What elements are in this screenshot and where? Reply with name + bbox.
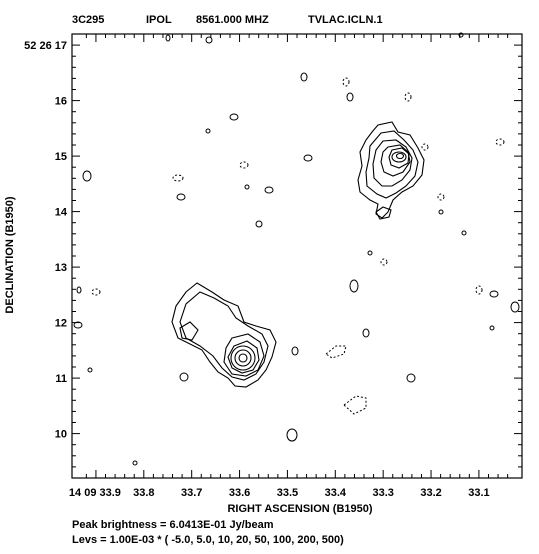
noise-blob xyxy=(229,113,239,121)
noise-blob xyxy=(489,290,499,298)
ne-lobe-contour-500 xyxy=(395,152,405,160)
noise-blob xyxy=(205,36,213,44)
noise-blob xyxy=(300,72,308,82)
y-tick-label: 16 xyxy=(55,96,67,108)
y-tick-label: 15 xyxy=(55,151,67,163)
x-tick-label: 33.8 xyxy=(133,487,154,499)
x-tick-label: 33.5 xyxy=(277,487,298,499)
noise-blob xyxy=(91,288,101,296)
ne-lobe-contour-20 xyxy=(372,139,413,187)
noise-blob xyxy=(461,230,467,236)
sw-lobe-contour-50 xyxy=(227,340,260,374)
header-frequency: 8561.000 MHZ xyxy=(196,14,269,26)
noise-blob xyxy=(343,395,367,415)
noise-blob xyxy=(179,372,189,382)
noise-blob xyxy=(205,128,211,134)
noise-blob xyxy=(421,143,429,151)
contour-map xyxy=(73,32,520,466)
sw-lobe-contour-10 xyxy=(179,291,269,381)
noise-blob xyxy=(176,193,186,201)
noise-blob xyxy=(244,184,250,190)
sw-lobe-contours xyxy=(171,282,277,388)
noise-blob xyxy=(380,258,388,266)
noise-blob xyxy=(475,285,483,295)
y-tick-label: 13 xyxy=(55,262,67,274)
noise-blob xyxy=(172,174,184,182)
y-tick-label: 52 26 17 xyxy=(24,40,67,52)
y-tick-label: 12 xyxy=(55,318,67,330)
noise-blob xyxy=(264,186,274,194)
ne-lobe-contour-100 xyxy=(388,147,410,169)
x-tick-label: 14 09 33.9 xyxy=(69,487,121,499)
noise-blob xyxy=(132,460,138,466)
sw-lobe-contour-100 xyxy=(230,345,256,371)
ne-lobe-contour-5 xyxy=(357,121,425,219)
ne-lobe-contours xyxy=(357,121,425,220)
y-tick-label: 11 xyxy=(55,373,67,385)
noise-blob xyxy=(346,92,354,102)
noise-blob xyxy=(349,279,359,293)
contour-levels-text: Levs = 1.00E-03 * ( -5.0, 5.0, 10, 20, 5… xyxy=(72,534,344,546)
x-tick-label: 33.7 xyxy=(181,487,202,499)
noise-blob xyxy=(165,34,171,42)
noise-blob xyxy=(286,428,298,442)
y-tick-label: 14 xyxy=(55,207,68,219)
noise-blob xyxy=(342,77,350,87)
sw-lobe-contour-5 xyxy=(171,282,277,388)
noise-contours xyxy=(73,32,520,466)
noise-blob xyxy=(489,325,495,331)
noise-blob xyxy=(438,209,444,215)
x-tick-label: 33.4 xyxy=(325,487,347,499)
y-axis-label: DECLINATION (B1950) xyxy=(4,196,16,313)
ne-lobe-tail xyxy=(375,206,392,220)
noise-blob xyxy=(82,170,92,182)
plot-frame xyxy=(71,33,523,479)
x-axis-label: RIGHT ASCENSION (B1950) xyxy=(227,503,372,515)
x-tick-label: 33.3 xyxy=(372,487,393,499)
noise-blob xyxy=(437,193,445,201)
header-pol: IPOL xyxy=(146,14,172,26)
y-axis-ticks: 52 26 17 16 15 14 13 12 11 10 xyxy=(24,40,522,468)
y-tick-label: 10 xyxy=(55,429,67,441)
noise-blob xyxy=(255,220,263,228)
header-file: TVLAC.ICLN.1 xyxy=(308,14,383,26)
x-axis-ticks: 14 09 33.9 33.8 33.7 33.6 33.5 33.4 33.3 33.2 33… xyxy=(69,34,509,499)
noise-blob xyxy=(73,321,83,329)
sw-lobe-contour-200 xyxy=(234,349,252,367)
noise-blob xyxy=(325,345,347,359)
noise-blob xyxy=(362,328,370,338)
noise-blob xyxy=(458,32,464,38)
peak-brightness-text: Peak brightness = 6.0413E-01 Jy/beam xyxy=(72,519,274,531)
header-source: 3C295 xyxy=(72,14,104,26)
noise-blob xyxy=(291,346,299,356)
ne-lobe-contour-200 xyxy=(391,151,407,163)
x-tick-label: 33.1 xyxy=(468,487,489,499)
noise-blob xyxy=(76,286,82,294)
noise-blob xyxy=(367,250,373,256)
noise-blob xyxy=(510,301,520,313)
sw-lobe-contour-500 xyxy=(238,353,248,363)
ne-lobe-contour-10 xyxy=(365,130,419,199)
noise-blob xyxy=(404,92,412,102)
noise-blob xyxy=(239,161,249,169)
ne-lobe-contour-50 xyxy=(380,144,411,177)
sw-lobe-contour-20 xyxy=(223,333,265,377)
x-tick-label: 33.2 xyxy=(420,487,441,499)
sw-lobe-inner-island xyxy=(179,321,199,341)
noise-blob xyxy=(495,138,505,146)
noise-blob xyxy=(303,154,313,162)
x-tick-label: 33.6 xyxy=(229,487,250,499)
noise-blob xyxy=(406,373,416,383)
noise-blob xyxy=(87,367,93,373)
